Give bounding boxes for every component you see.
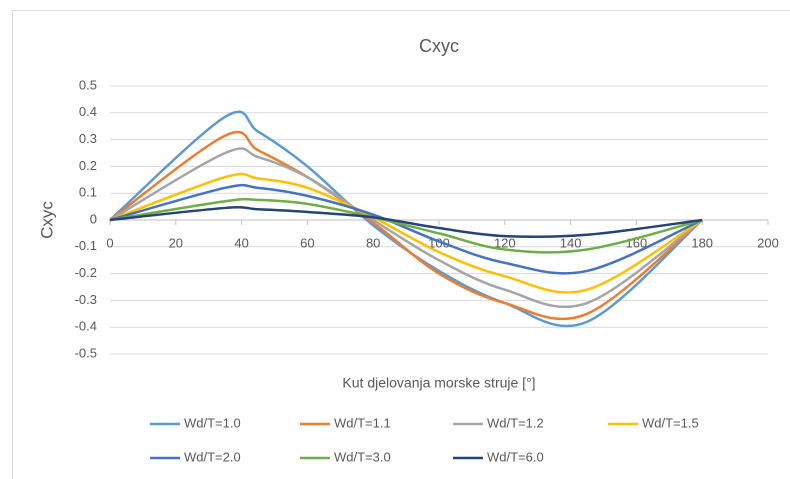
x-tick-label: 80 — [366, 235, 380, 250]
x-tick-label: 180 — [691, 235, 713, 250]
x-axis-label: Kut djelovanja morske struje [°] — [342, 375, 535, 391]
y-tick-label: 0.5 — [79, 77, 97, 92]
legend-label: Wd/T=6.0 — [487, 449, 544, 464]
y-tick-label: 0.4 — [79, 104, 97, 119]
y-tick-label: 0.3 — [79, 131, 97, 146]
series-line — [109, 147, 703, 309]
y-tick-label: 0 — [90, 211, 97, 226]
legend-label: Wd/T=1.5 — [642, 415, 699, 430]
series-line — [109, 206, 703, 239]
x-tick-label: 200 — [757, 235, 779, 250]
x-tick-label: 140 — [560, 235, 582, 250]
y-tick-label: -0.4 — [75, 319, 97, 334]
legend-label: Wd/T=2.0 — [184, 449, 241, 464]
y-tick-label: 0.2 — [79, 158, 97, 173]
y-tick-label: -0.5 — [75, 345, 97, 360]
legend-label: Wd/T=3.0 — [334, 449, 391, 464]
chart-title: Cxyc — [419, 36, 459, 56]
y-tick-label: 0.1 — [79, 185, 97, 200]
series-line — [109, 130, 703, 321]
y-axis-label: Cxyc — [37, 201, 56, 239]
x-tick-label: 20 — [169, 235, 183, 250]
x-tick-label: 0 — [106, 235, 113, 250]
y-tick-label: -0.3 — [75, 292, 97, 307]
y-tick-label: -0.1 — [75, 238, 97, 253]
x-tick-label: 60 — [300, 235, 314, 250]
legend-label: Wd/T=1.0 — [184, 415, 241, 430]
legend-label: Wd/T=1.1 — [334, 415, 391, 430]
y-tick-label: -0.2 — [75, 265, 97, 280]
legend-label: Wd/T=1.2 — [487, 415, 544, 430]
x-tick-label: 120 — [494, 235, 516, 250]
x-tick-label: 40 — [234, 235, 248, 250]
series-line — [109, 110, 704, 328]
